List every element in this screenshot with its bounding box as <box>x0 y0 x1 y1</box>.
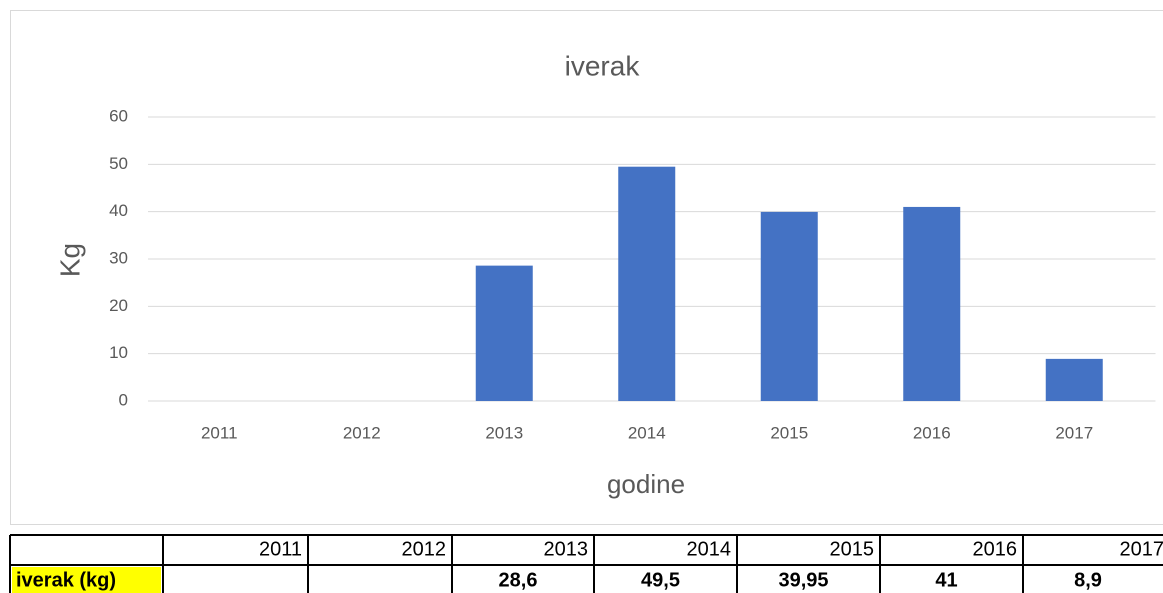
x-tick-label: 2011 <box>201 423 238 442</box>
x-axis-label: godine <box>607 469 685 499</box>
y-tick-label: 20 <box>109 296 128 315</box>
bar <box>760 211 818 401</box>
y-tick-label: 0 <box>119 390 128 409</box>
bar <box>618 166 676 401</box>
bar <box>903 206 961 401</box>
x-tick-label: 2012 <box>343 423 381 442</box>
x-tick-label: 2017 <box>1055 423 1093 442</box>
table-header: 2016 <box>973 538 1018 560</box>
y-tick-label: 30 <box>109 248 128 267</box>
x-tick-label: 2015 <box>770 423 808 442</box>
x-tick-label: 2014 <box>628 423 666 442</box>
y-tick-label: 50 <box>109 154 128 173</box>
y-tick-label: 10 <box>109 343 128 362</box>
table-header: 2011 <box>259 538 302 560</box>
y-tick-label: 60 <box>109 106 128 125</box>
table-value: 28,6 <box>499 569 538 591</box>
table-value: 8,9 <box>1074 569 1102 591</box>
x-tick-label: 2016 <box>913 423 951 442</box>
table-header: 2014 <box>687 538 732 560</box>
row-label-highlight <box>12 567 161 593</box>
chart-area <box>10 10 1163 525</box>
y-tick-label: 40 <box>109 201 128 220</box>
row-label: iverak (kg) <box>16 569 116 591</box>
chart-title: iverak <box>565 50 641 81</box>
table-header: 2017 <box>1120 538 1163 560</box>
table-value: 49,5 <box>641 569 680 591</box>
x-tick-label: 2013 <box>485 423 523 442</box>
table-header: 2012 <box>402 538 447 560</box>
bar <box>1045 358 1103 401</box>
bar <box>475 265 533 401</box>
y-axis-label: Kg <box>54 243 85 277</box>
table-header: 2013 <box>544 538 589 560</box>
table-value: 41 <box>935 569 957 591</box>
table-value: 39,95 <box>778 569 828 591</box>
table-header: 2015 <box>830 538 875 560</box>
